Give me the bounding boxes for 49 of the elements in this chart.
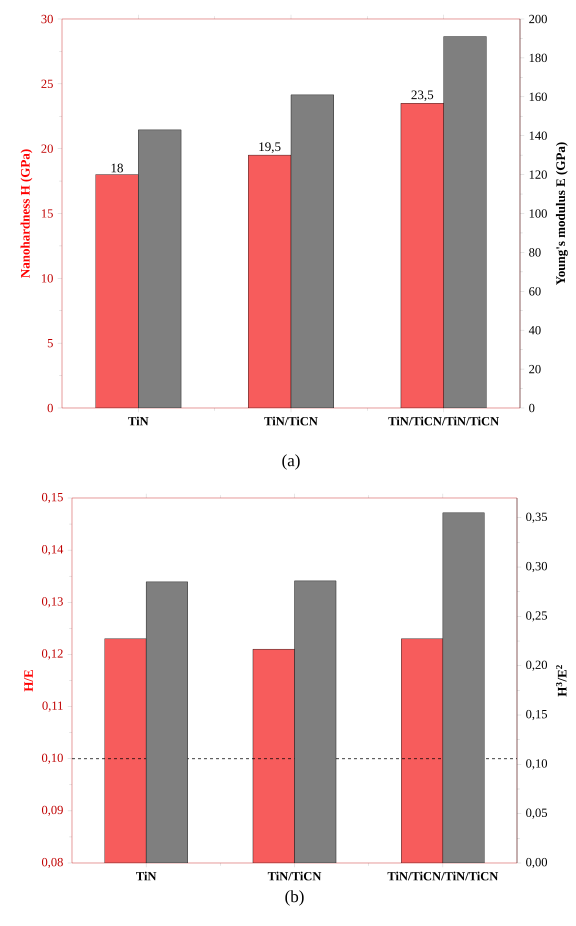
x-tick-label: TiN/TiCN/TiN/TiCN	[388, 872, 498, 880]
y2-axis-title: Young's modulus E (GPa)	[556, 142, 568, 285]
y-tick-label: 0,09	[42, 806, 63, 816]
text: (a)	[282, 454, 300, 470]
y-tick-label: 20	[41, 144, 53, 153]
y-tick-label: 0,15	[42, 492, 63, 504]
y2-tick-label: 0,05	[526, 808, 548, 819]
data-label: 18	[112, 164, 123, 172]
y2-tick-label: 0,15	[526, 710, 548, 720]
y2-tick-label: 60	[529, 287, 541, 296]
y-tick-label: 30	[41, 14, 53, 24]
y2-tick-label: 100	[530, 209, 547, 218]
y-tick-label: 10	[42, 274, 53, 283]
x-tick-label: TiN	[136, 872, 156, 880]
y-tick-label: 15	[42, 209, 53, 218]
y2-tick-label: 0,00	[526, 858, 548, 868]
y2-tick-label: 200	[529, 14, 547, 24]
text: (b)	[285, 890, 304, 906]
y-tick-label: 0,08	[42, 858, 63, 868]
y2-tick-label: 40	[528, 326, 541, 334]
y-tick-label: 0	[48, 404, 53, 412]
y2-tick-label: 0	[529, 404, 534, 412]
y2-tick-label: 0,20	[526, 660, 548, 671]
y2-tick-label: 0,35	[526, 512, 548, 523]
y-tick-label: 5	[48, 339, 53, 348]
x-tick-label: TiN/TiCN	[268, 872, 322, 880]
y2-tick-label: 0,25	[526, 611, 548, 622]
y-axis-title: H/E	[24, 670, 33, 692]
y2-axis-title: H$^{3}$/E$^{2}$	[556, 665, 567, 697]
y-tick-label: 25	[41, 80, 53, 88]
data-label: 19,5	[259, 142, 280, 153]
y-tick-label: 0,11	[42, 701, 63, 712]
y2-tick-label: 140	[530, 131, 547, 140]
y2-tick-label: 120	[530, 170, 547, 179]
y-axis-title: Nanohardness H (GPa)	[20, 149, 32, 278]
y2-tick-label: 0,10	[526, 759, 548, 770]
y-tick-label: 0,14	[42, 545, 64, 556]
y-tick-label: 0,12	[42, 649, 63, 660]
y-tick-label: 0,13	[42, 597, 63, 608]
y-tick-label: 0,10	[42, 754, 63, 764]
data-label: 23,5	[411, 90, 434, 102]
y2-tick-label: 160	[530, 92, 547, 102]
y2-tick-label: 180	[530, 54, 547, 62]
y2-tick-label: 80	[529, 248, 541, 257]
x-tick-label: TiN/TiCN/TiN/TiCN	[388, 416, 499, 426]
y2-tick-label: 0,30	[526, 562, 548, 572]
x-tick-label: TiN	[128, 416, 148, 426]
y2-tick-label: 20	[529, 364, 541, 374]
x-tick-label: TiN/TiCN	[264, 416, 318, 426]
